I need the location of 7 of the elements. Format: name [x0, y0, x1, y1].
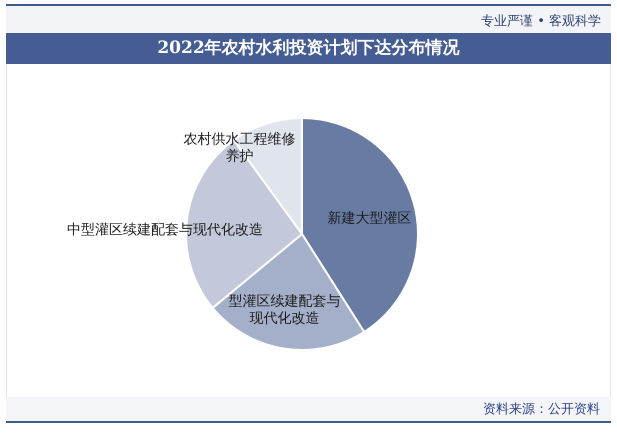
slice-label: 中型灌区续建配套与现代化改造: [67, 222, 264, 238]
slice-label: 农村供水工程维修养护: [183, 131, 296, 164]
text: 资料来源：公开资料: [483, 401, 600, 418]
slice-label: 新建大型灌区: [327, 210, 412, 227]
chart-title: 2022年农村水利投资计划下达分布情况: [6, 33, 611, 64]
slice-label: 型灌区续建配套与现代化改造: [228, 294, 341, 327]
text: 专业严谨 • 客观科学: [481, 13, 601, 30]
